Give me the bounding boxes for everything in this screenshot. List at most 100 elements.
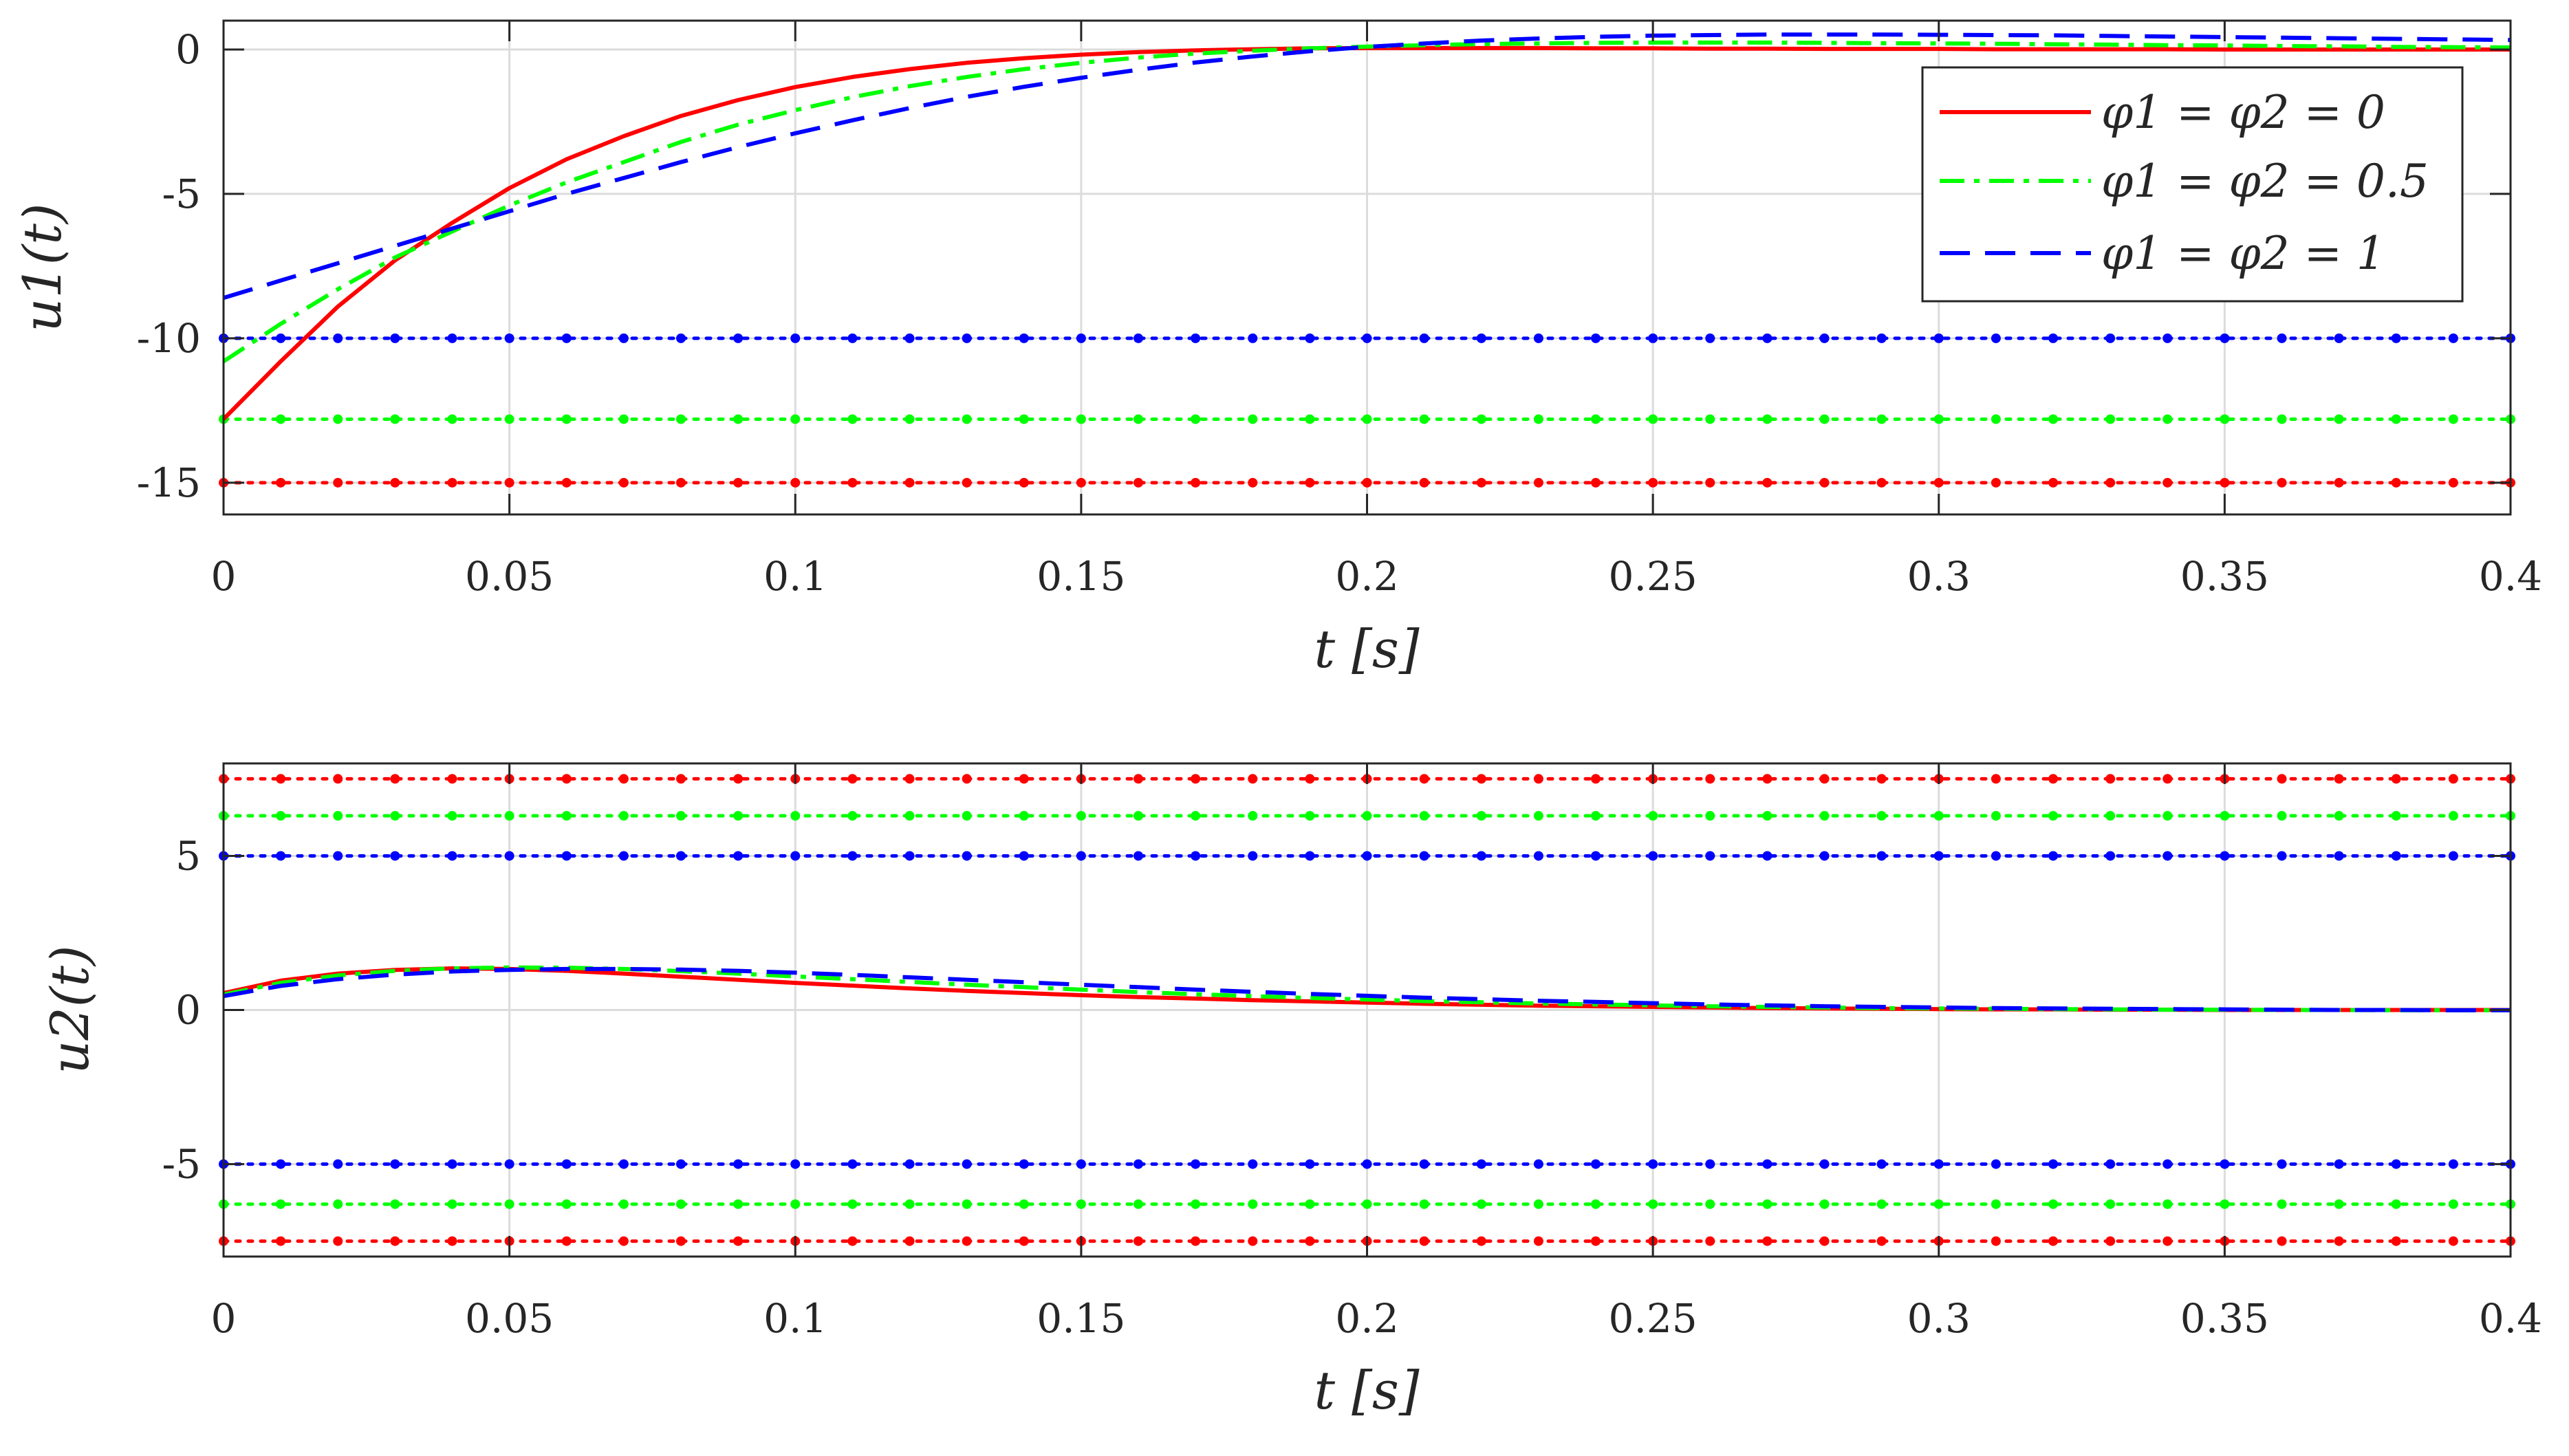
constraint-marker xyxy=(1762,851,1773,861)
x-tick-label: 0.3 xyxy=(1907,553,1971,600)
constraint-marker xyxy=(618,851,629,861)
constraint-marker xyxy=(1134,333,1143,343)
constraint-marker xyxy=(1419,414,1429,424)
constraint-marker xyxy=(1305,774,1315,784)
x-tick-labels: 0 0.05 0.1 0.15 0.2 0.25 0.3 0.35 0.4 xyxy=(211,553,2543,600)
constraint-marker xyxy=(447,414,457,424)
constraint-marker xyxy=(847,811,858,821)
constraint-marker xyxy=(2277,811,2287,821)
constraint-marker xyxy=(904,811,915,821)
y-tick-label: 0 xyxy=(175,987,201,1034)
y-tick-label: 0 xyxy=(175,26,201,73)
constraint-marker xyxy=(1248,774,1258,784)
constraint-marker xyxy=(904,851,915,861)
constraint-marker xyxy=(676,811,686,821)
constraint-marker xyxy=(2048,1199,2058,1209)
constraint-marker xyxy=(676,1199,686,1209)
constraint-marker xyxy=(1476,1159,1486,1169)
constraint-marker xyxy=(2105,811,2116,821)
constraint-marker xyxy=(2048,333,2058,343)
constraint-marker xyxy=(1076,851,1086,861)
legend: φ1 = φ2 = 0 φ1 = φ2 = 0.5 φ1 = φ2 = 1 xyxy=(1921,66,2464,303)
constraint-marker xyxy=(1305,811,1315,821)
x-tick-label: 0.15 xyxy=(1037,553,1125,600)
constraint-marker xyxy=(1076,414,1086,424)
constraint-marker xyxy=(561,1159,572,1169)
constraint-marker xyxy=(1705,1159,1715,1169)
y-tick-label: -10 xyxy=(137,315,201,362)
constraint-marker xyxy=(2220,414,2230,424)
constraint-marker xyxy=(1076,1199,1086,1209)
constraint-marker xyxy=(733,477,744,488)
constraint-marker xyxy=(1876,811,1887,821)
constraint-marker xyxy=(1191,811,1201,821)
constraint-marker xyxy=(1533,811,1543,821)
constraint-marker xyxy=(1591,414,1601,424)
constraint-marker xyxy=(1248,333,1258,343)
constraint-marker xyxy=(2448,811,2458,821)
constraint-marker xyxy=(1248,851,1258,861)
constraint-marker xyxy=(2048,1159,2058,1169)
constraint-marker xyxy=(733,414,744,424)
constraint-marker xyxy=(2391,1159,2401,1169)
constraint-marker xyxy=(504,851,514,861)
constraint-marker xyxy=(333,333,343,343)
constraint-marker xyxy=(1362,851,1372,861)
constraint-marker xyxy=(1648,851,1658,861)
x-tick-labels: 0 0.05 0.1 0.15 0.2 0.25 0.3 0.35 0.4 xyxy=(211,1295,2543,1342)
y-tick-labels: 0 -5 -10 -15 xyxy=(137,26,201,506)
constraint-marker xyxy=(2048,811,2058,821)
constraint-marker xyxy=(1819,811,1830,821)
constraint-marker xyxy=(676,333,686,343)
constraint-marker xyxy=(1305,1236,1315,1246)
constraint-marker xyxy=(2105,1199,2116,1209)
constraint-marker xyxy=(1248,1236,1258,1246)
tick-marks xyxy=(222,21,2512,514)
constraint-marker xyxy=(962,1159,972,1169)
constraint-marker xyxy=(962,477,972,488)
constraint-marker xyxy=(2162,1159,2173,1169)
constraint-marker xyxy=(1591,851,1601,861)
constraint-marker xyxy=(962,851,972,861)
constraint-marker xyxy=(276,774,286,784)
constraint-marker xyxy=(1819,774,1830,784)
constraint-marker xyxy=(1134,414,1143,424)
constraint-marker xyxy=(2334,333,2344,343)
constraint-marker xyxy=(1533,1236,1543,1246)
constraint-marker xyxy=(1419,774,1429,784)
constraint-marker xyxy=(2334,1236,2344,1246)
constraint-marker xyxy=(2220,811,2230,821)
constraint-marker xyxy=(2334,1159,2344,1169)
constraint-marker xyxy=(847,851,858,861)
constraint-marker xyxy=(962,1199,972,1209)
constraint-marker xyxy=(2334,414,2344,424)
constraint-marker xyxy=(1933,477,1944,488)
x-tick-label: 0.05 xyxy=(465,1295,554,1342)
constraint-marker xyxy=(2105,851,2116,861)
constraint-marker xyxy=(1533,414,1543,424)
constraint-marker xyxy=(790,1199,801,1209)
constraint-marker xyxy=(276,1236,286,1246)
constraint-marker xyxy=(1991,1199,2001,1209)
x-tick-label: 0.25 xyxy=(1609,1295,1698,1342)
constraint-marker xyxy=(1705,1236,1715,1246)
constraint-marker xyxy=(2277,1199,2287,1209)
constraint-marker xyxy=(561,1199,572,1209)
constraint-marker xyxy=(561,1236,572,1246)
constraint-marker xyxy=(390,1159,400,1169)
constraint-marker xyxy=(1191,1159,1201,1169)
constraint-marker xyxy=(390,477,400,488)
x-tick-label: 0 xyxy=(211,1295,237,1342)
constraint-marker xyxy=(904,1199,915,1209)
constraint-marker xyxy=(1419,851,1429,861)
series-lines xyxy=(223,965,2511,1012)
constraint-marker xyxy=(847,1236,858,1246)
constraint-marker xyxy=(1876,333,1887,343)
constraint-marker xyxy=(1705,774,1715,784)
constraint-marker xyxy=(504,414,514,424)
y-tick-labels: 5 0 -5 xyxy=(162,832,202,1187)
constraint-marker xyxy=(676,851,686,861)
constraint-marker xyxy=(390,851,400,861)
constraint-marker xyxy=(1762,414,1773,424)
constraint-marker xyxy=(333,1236,343,1246)
